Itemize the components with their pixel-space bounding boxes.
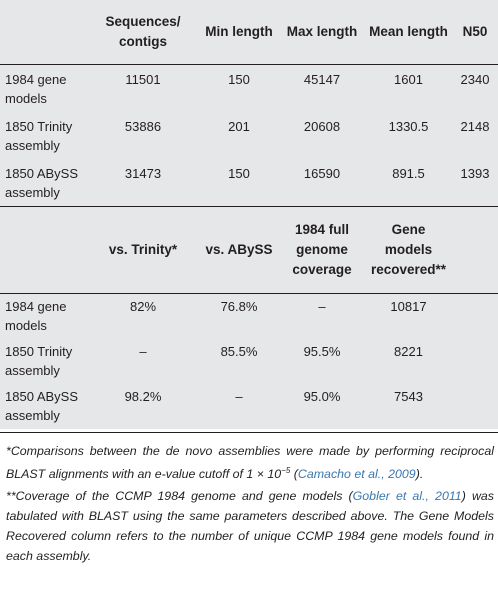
table-cell: – [235,389,243,404]
table-cell: 10817 [390,299,427,314]
row-label: 1984 gene models [5,72,67,106]
table2-header-row: vs. Trinity* vs. ABySS 1984 full genome … [0,206,498,294]
table-cell: 45147 [303,72,341,87]
header-mean-length: Mean length [369,24,448,39]
row-label: 1850 ABySS assembly [5,166,78,200]
citation-link-camacho[interactable]: Camacho et al., 2009 [297,467,416,482]
header-min-length: Min length [205,24,273,39]
table-row: 1984 gene models 11501 150 45147 1601 23… [0,64,498,113]
table-cell: 20608 [303,119,341,134]
header-max-length: Max length [286,24,358,39]
table-cell [452,294,498,340]
summary-table-container: Sequences/ contigs Min length Max length… [0,0,498,429]
table-cell: 891.5 [392,166,425,181]
table-cell: 1601 [394,72,423,87]
table-cell: 150 [228,166,250,181]
header-n50: N50 [462,24,488,39]
footnote-comparisons: *Comparisons between the de novo assembl… [6,444,494,482]
table-cell: 85.5% [220,344,258,359]
table-row: 1984 gene models 82% 76.8% – 10817 [0,293,498,340]
table-cell [452,339,498,384]
table-cell: 16590 [303,166,341,181]
table-cell: 8221 [394,344,423,359]
table-cell: 98.2% [124,389,162,404]
table-row: 1850 ABySS assembly 98.2% – 95.0% 7543 [0,384,498,429]
table-cell: 2148 [460,119,490,134]
table-cell: – [318,299,326,314]
table-cell: 150 [228,72,250,87]
table-row: 1850 Trinity assembly 53886 201 20608 13… [0,112,498,159]
row-label: 1850 Trinity assembly [5,119,73,153]
table-cell: 1393 [460,166,490,181]
table-cell: 95.5% [303,344,341,359]
table2-header-blank-end [452,207,498,294]
table-cell: – [139,344,147,359]
table-row: 1850 Trinity assembly – 85.5% 95.5% 8221 [0,339,498,384]
table-cell: 2340 [460,72,490,87]
table-bottom-rule [0,432,498,433]
table-cell: 53886 [124,119,162,134]
table-row: 1850 ABySS assembly 31473 150 16590 891.… [0,159,498,207]
header-vs-abyss: vs. ABySS [205,242,273,257]
header-sequences-contigs: Sequences/ contigs [105,14,181,49]
footnote-coverage: **Coverage of the CCMP 1984 genome and g… [6,489,494,564]
table-cell: 7543 [394,389,423,404]
table-cell: 11501 [125,72,161,87]
table-cell: 95.0% [303,389,341,404]
header-gene-models-recovered: Gene models recovered** [370,222,447,277]
citation-link-gobler[interactable]: Gobler et al., 2011 [352,489,462,504]
table-cell: 31473 [124,166,162,181]
header-genome-coverage: 1984 full genome coverage [292,222,352,277]
summary-table: Sequences/ contigs Min length Max length… [0,0,498,429]
table-cell: 1330.5 [388,119,429,134]
table1-header-blank [0,0,87,65]
header-vs-trinity: vs. Trinity* [108,242,178,257]
table2-header-blank [0,207,87,294]
table-cell [452,384,498,429]
table-cell: 76.8% [220,299,258,314]
row-label: 1850 ABySS assembly [5,389,78,423]
row-label: 1984 gene models [5,299,67,333]
table-cell: 82% [129,299,157,314]
table1-header-row: Sequences/ contigs Min length Max length… [0,0,498,65]
table-cell: 201 [228,119,250,134]
row-label: 1850 Trinity assembly [5,344,73,378]
table-footnotes: *Comparisons between the de novo assembl… [6,441,494,568]
